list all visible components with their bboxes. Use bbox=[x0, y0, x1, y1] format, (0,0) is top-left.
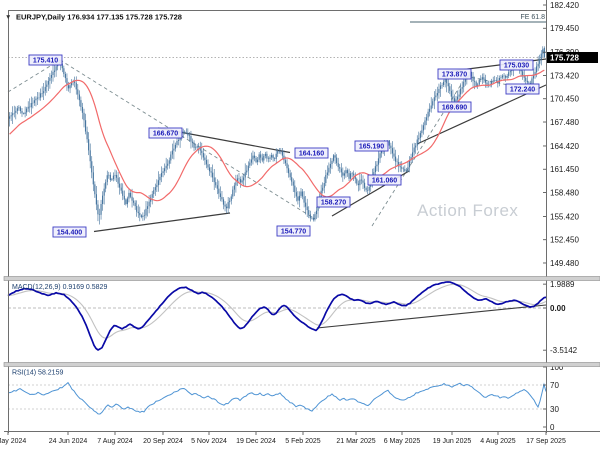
svg-text:170.450: 170.450 bbox=[550, 95, 579, 104]
svg-text:175.410: 175.410 bbox=[33, 58, 58, 65]
current-price-value: 175.728 bbox=[550, 54, 579, 63]
svg-text:20 Sep 2024: 20 Sep 2024 bbox=[143, 438, 183, 445]
panel-separator-macd-rsi[interactable] bbox=[3, 362, 600, 367]
watermark: Action Forex bbox=[417, 201, 518, 220]
rsi-indicator-label: RSI(14) 58.2159 bbox=[12, 370, 63, 377]
svg-text:164.420: 164.420 bbox=[550, 142, 579, 151]
svg-text:173.870: 173.870 bbox=[442, 72, 467, 79]
svg-text:70: 70 bbox=[550, 381, 559, 390]
svg-text:158.270: 158.270 bbox=[321, 200, 346, 207]
svg-text:5 Feb 2025: 5 Feb 2025 bbox=[285, 438, 321, 445]
svg-text:-3.5142: -3.5142 bbox=[550, 346, 578, 355]
svg-text:167.480: 167.480 bbox=[550, 118, 579, 127]
chart-title: EURJPY,Daily 176.934 177.135 175.728 175… bbox=[16, 13, 182, 22]
rsi-panel[interactable]: 100 70 30 0 bbox=[7, 363, 564, 432]
symbol-dropdown-icon[interactable]: ▼ bbox=[5, 14, 11, 21]
svg-text:21 Mar 2025: 21 Mar 2025 bbox=[336, 438, 375, 445]
candlestick-series bbox=[9, 46, 545, 225]
moving-average-line bbox=[9, 69, 545, 202]
svg-text:161.450: 161.450 bbox=[550, 165, 579, 174]
svg-text:165.190: 165.190 bbox=[359, 144, 384, 151]
svg-text:0: 0 bbox=[550, 423, 555, 432]
svg-text:9 May 2024: 9 May 2024 bbox=[0, 438, 26, 445]
svg-text:155.420: 155.420 bbox=[550, 212, 579, 221]
svg-text:154.770: 154.770 bbox=[281, 229, 306, 236]
macd-indicator-label: MACD(12,26,9) 0.9169 0.5829 bbox=[12, 284, 107, 291]
svg-text:5 Nov 2024: 5 Nov 2024 bbox=[191, 438, 227, 445]
svg-text:169.690: 169.690 bbox=[442, 105, 467, 112]
svg-text:172.240: 172.240 bbox=[510, 87, 535, 94]
svg-text:149.480: 149.480 bbox=[550, 259, 579, 268]
svg-text:154.400: 154.400 bbox=[57, 230, 82, 237]
svg-text:19 Jun 2025: 19 Jun 2025 bbox=[433, 438, 472, 445]
svg-text:173.420: 173.420 bbox=[550, 71, 579, 80]
date-axis[interactable]: 9 May 2024 24 Jun 2024 7 Aug 2024 20 Sep 20… bbox=[0, 431, 566, 446]
svg-text:161.060: 161.060 bbox=[372, 178, 397, 185]
svg-text:30: 30 bbox=[550, 405, 559, 414]
svg-text:24 Jun 2024: 24 Jun 2024 bbox=[49, 438, 88, 445]
svg-text:100: 100 bbox=[550, 363, 564, 372]
svg-text:158.480: 158.480 bbox=[550, 188, 579, 197]
svg-text:175.030: 175.030 bbox=[504, 63, 529, 70]
macd-panel[interactable]: 1.9889 0.00 -3.5142 bbox=[7, 280, 578, 355]
svg-text:182.420: 182.420 bbox=[550, 1, 579, 10]
svg-text:4 Aug 2025: 4 Aug 2025 bbox=[480, 438, 516, 445]
svg-text:7 Aug 2024: 7 Aug 2024 bbox=[97, 438, 133, 445]
svg-text:152.450: 152.450 bbox=[550, 236, 579, 245]
panel-separator-main-macd[interactable] bbox=[3, 276, 600, 281]
current-price-tag: 175.728 bbox=[547, 52, 598, 63]
price-level-tags: 175.410 166.670 154.400 164.160 154.770 158.2… bbox=[28, 54, 540, 238]
svg-text:0.00: 0.00 bbox=[550, 304, 566, 313]
svg-text:1.9889: 1.9889 bbox=[550, 280, 575, 289]
svg-text:19 Dec 2024: 19 Dec 2024 bbox=[236, 438, 276, 445]
svg-text:6 May 2025: 6 May 2025 bbox=[384, 438, 421, 445]
fibonacci-extension-label: FE 61.8 bbox=[520, 14, 545, 21]
svg-text:166.670: 166.670 bbox=[153, 131, 178, 138]
chart-generated-layers: 175.410 166.670 154.400 164.160 154.770 158.2… bbox=[0, 1, 579, 445]
svg-text:17 Sep 2025: 17 Sep 2025 bbox=[526, 438, 566, 445]
svg-text:164.160: 164.160 bbox=[299, 151, 324, 158]
price-axis[interactable]: 182.420179.450176.390173.420170.450167.4… bbox=[543, 1, 579, 268]
svg-text:179.450: 179.450 bbox=[550, 24, 579, 33]
